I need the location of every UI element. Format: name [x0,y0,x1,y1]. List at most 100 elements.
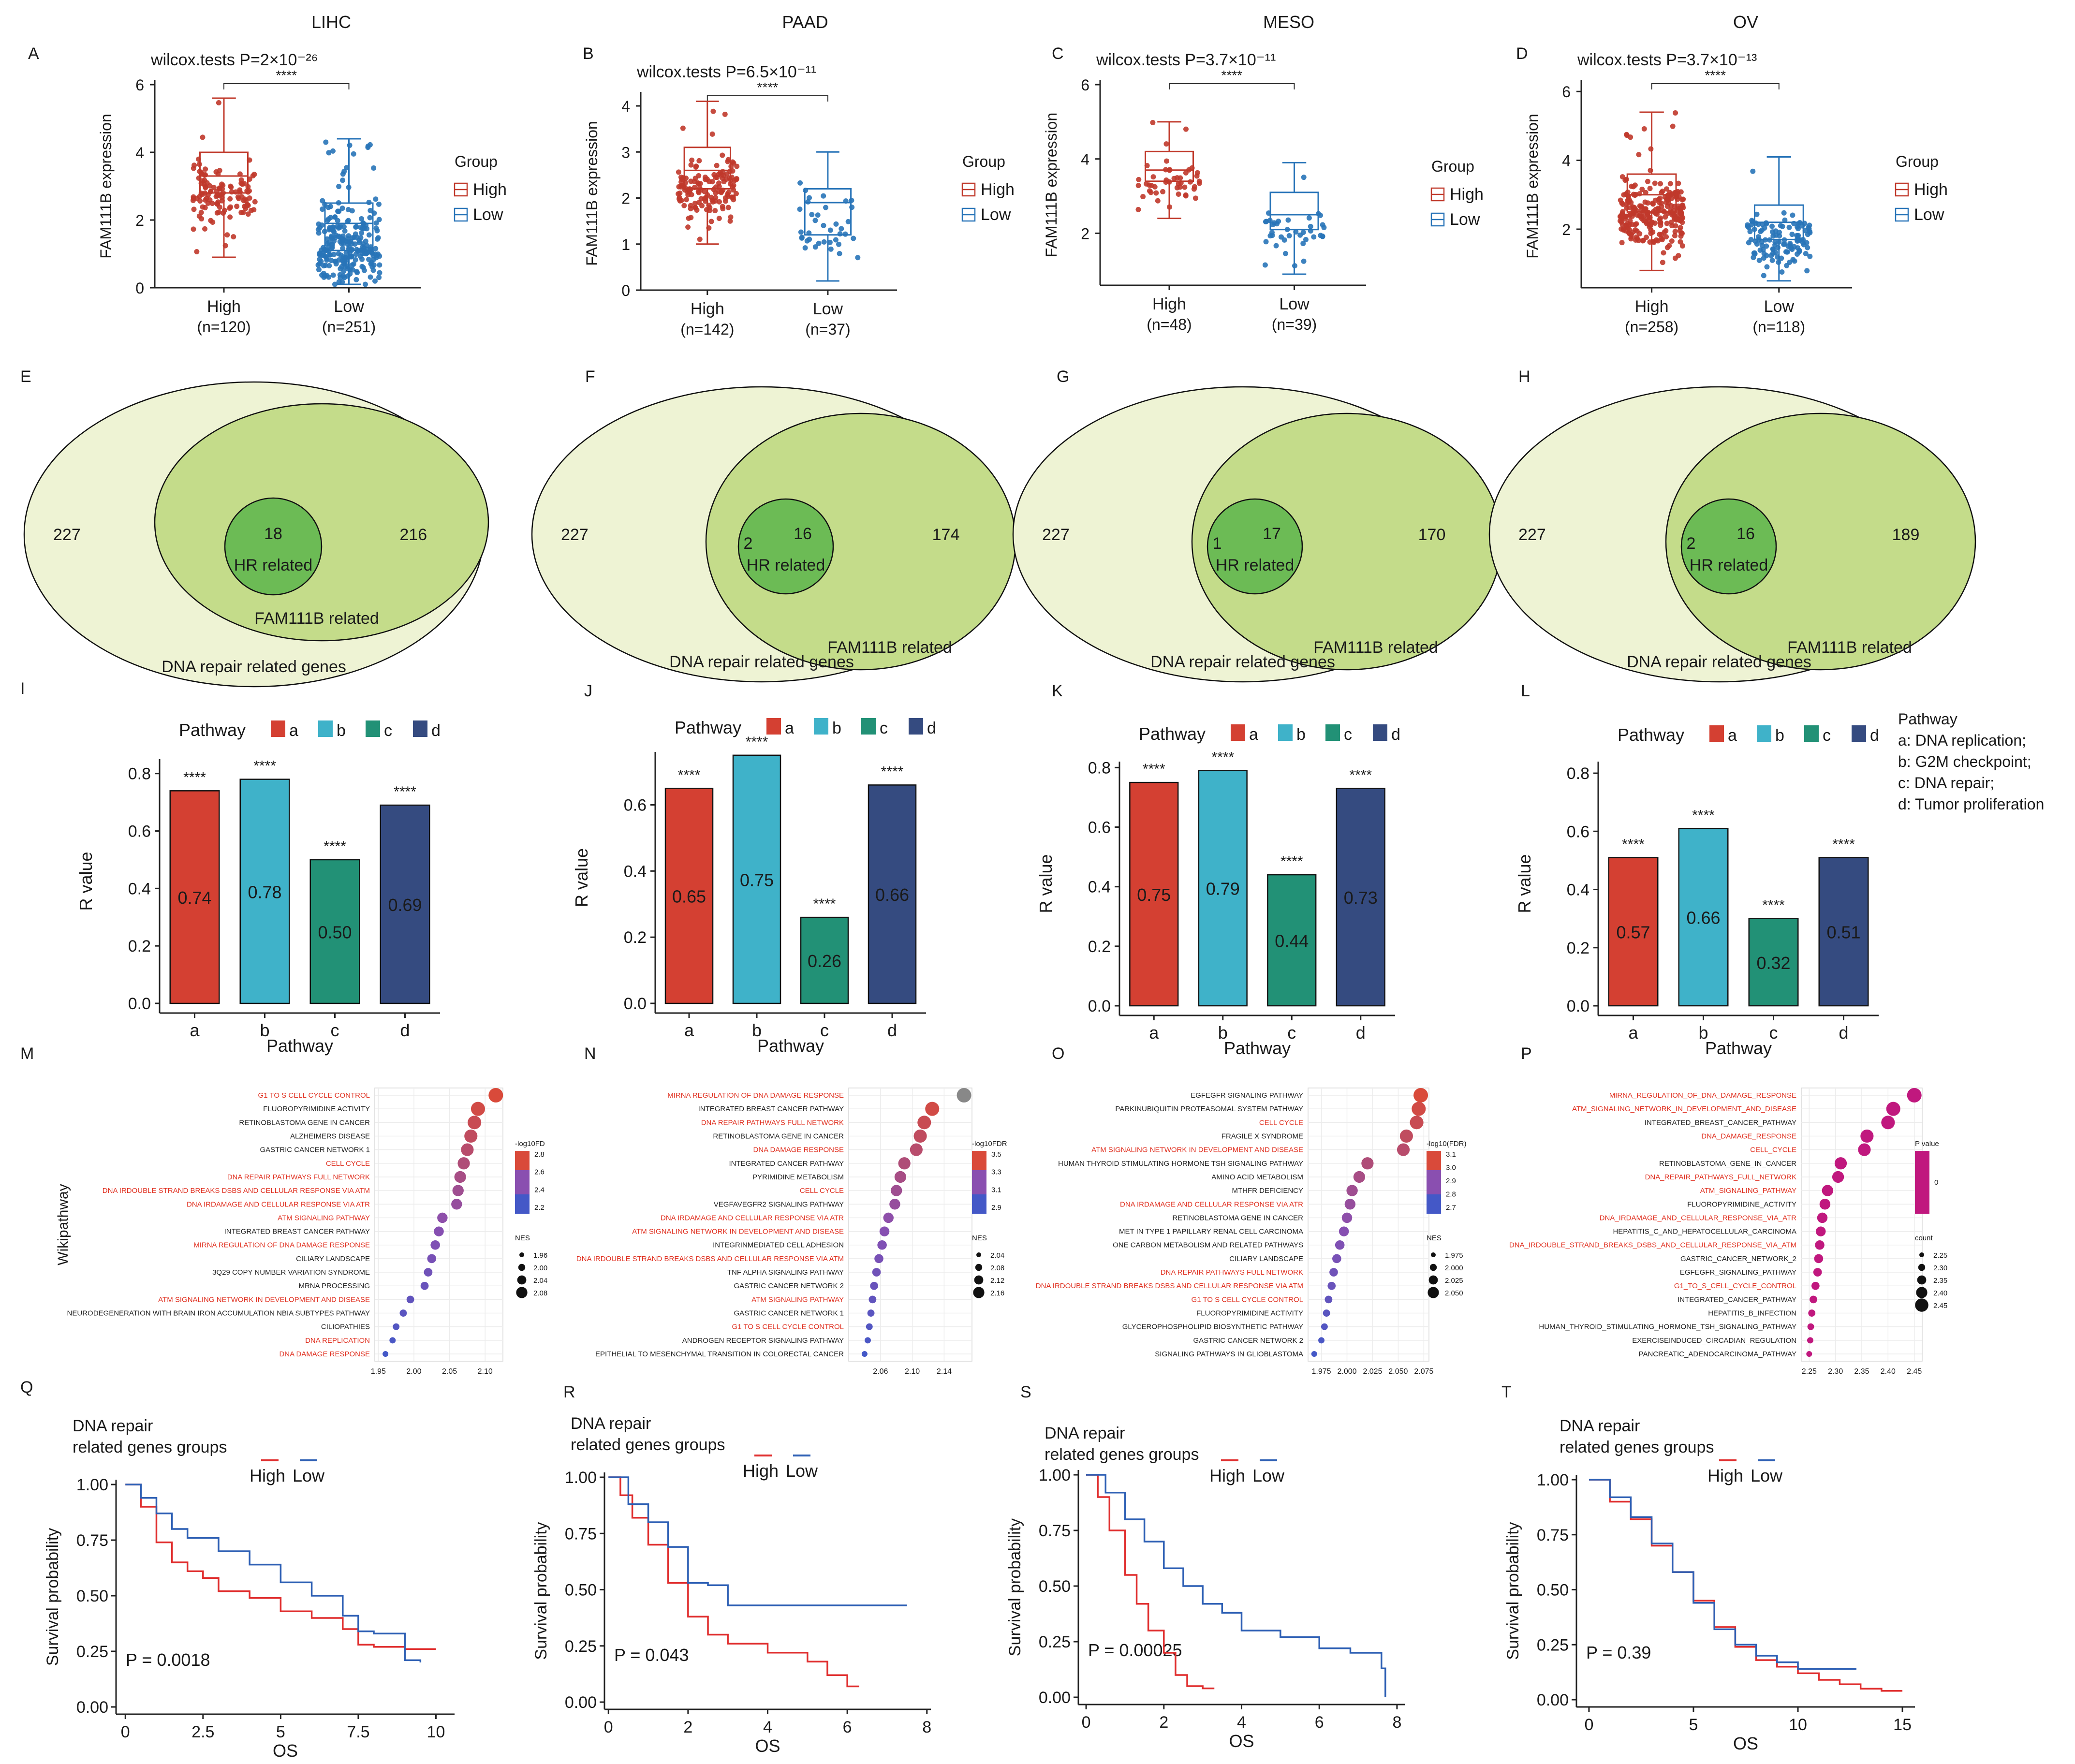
pathway-dot [383,1351,389,1357]
pathway-label: MET IN TYPE 1 PAPILLARY RENAL CELL CARCI… [1119,1228,1303,1236]
data-point [1164,158,1170,164]
data-point [248,207,254,213]
x-tick-label: 2 [683,1718,692,1736]
y-tick-label: 0.75 [565,1525,597,1543]
x-tick-label: High [1635,297,1669,316]
data-point [676,169,681,175]
x-tick-label: d [400,1020,410,1040]
data-point [330,272,336,278]
y-tick-label: 0 [135,279,144,297]
data-point [1628,134,1634,140]
data-point [685,224,691,230]
data-point [1182,184,1188,190]
data-point [325,205,331,210]
x-axis-label: OS [1229,1731,1254,1751]
bar-value-label: 0.69 [388,895,422,915]
pathway-dot [910,1143,923,1156]
pathway-dot [1807,1337,1813,1344]
legend-title-line1: DNA repair [1560,1417,1640,1435]
data-point [1285,217,1291,223]
pathway-dot [898,1157,911,1170]
data-point [1663,228,1669,234]
data-point [689,157,695,163]
data-point [1806,226,1812,232]
data-point [720,152,725,158]
pathway-label: GLYCEROPHOSPHOLIPID BIOSYNTHETIC PATHWAY [1122,1323,1303,1331]
y-tick-label: 0.75 [1537,1526,1569,1544]
data-point [828,246,834,252]
x-tick-label: 4 [763,1718,772,1736]
data-point [316,230,322,236]
venn-count-outer: 227 [561,526,589,544]
pathway-key-line: Pathway [1898,710,1957,728]
size-legend-dot [1915,1298,1928,1312]
data-point [338,275,343,280]
data-point [1653,237,1659,243]
x-axis-label: OS [755,1736,780,1756]
legend-key-b [1757,725,1771,742]
x-tick-label: High [691,300,724,318]
pathway-label: EGFEGFR_SIGNALING_PATHWAY [1680,1268,1796,1277]
y-tick-label: 0.2 [1567,939,1589,957]
legend-label-d: d [927,719,936,737]
x-axis-label: Pathway [757,1036,824,1056]
data-point [1647,224,1652,230]
data-point [1762,225,1767,231]
x-tick-label: 6 [843,1718,852,1736]
pathway-dot [877,1240,887,1250]
data-point [1659,237,1665,243]
y-tick-label: 0.4 [1567,881,1589,899]
data-point [342,261,348,266]
pathway-label: DNA IRDAMAGE AND CELLULAR RESPONSE VIA A… [1120,1200,1303,1208]
y-axis-label: R value [1036,854,1056,913]
venn-count-mid: 170 [1418,526,1446,544]
data-point [821,193,826,199]
bar-c [1748,918,1799,1007]
data-point [358,235,364,241]
data-point [845,219,851,224]
data-point [325,217,331,223]
data-point [1627,221,1633,227]
legend-key-b [814,718,828,735]
pathway-label: DNA_IRDOUBLE_STRAND_BREAKS_DSBS_AND_CELL… [1509,1241,1796,1250]
y-axis-label: FAM111B expression [1524,114,1541,258]
x-tick-label: 1.975 [1312,1367,1331,1376]
data-point [353,224,359,230]
bar-value-label: 0.78 [248,882,281,902]
y-tick-label: 0.8 [1088,759,1111,777]
data-point [1658,220,1663,225]
legend-label-low: Low [981,206,1011,224]
data-point [1658,181,1663,187]
legend-label-a: a [1249,725,1258,744]
x-tick-label: 15 [1893,1716,1912,1734]
venn-label-fam111b: FAM111B related [1787,638,1912,657]
km-curve-low [1589,1479,1857,1670]
color-legend-title: -log10FDR [972,1140,1007,1148]
pathway-label: FLUOROPYRIMIDINE_ACTIVITY [1687,1200,1796,1208]
color-legend-top [1427,1151,1441,1170]
pathway-label: FLUOROPYRIMIDINE ACTIVITY [263,1105,370,1113]
jitter-points-high [1617,110,1686,265]
size-legend-title: count [1915,1234,1933,1242]
data-point [359,216,365,222]
data-point [250,173,256,178]
data-point [1659,204,1664,209]
pathway-dot [424,1268,433,1277]
size-legend-dot [1431,1252,1436,1257]
legend-label-d: d [1391,725,1400,744]
y-tick-label: 0.00 [76,1698,108,1717]
data-point [1795,245,1801,251]
panel-letter-s: S [1020,1383,1031,1401]
group-n-label: (n=258) [1625,318,1678,336]
x-tick-label: b [1218,1023,1228,1043]
jitter-points-low [1262,175,1327,269]
legend-title-line2: related genes groups [73,1438,227,1456]
data-point [696,181,702,187]
x-tick-label: 7.5 [347,1723,369,1741]
x-axis-label: OS [273,1741,298,1761]
data-point [191,195,196,201]
data-point [837,250,842,256]
pathway-label: DNA IRDAMAGE AND CELLULAR RESPONSE VIA A… [661,1214,844,1222]
size-legend-dot [519,1252,524,1257]
panel-letter-l: L [1521,682,1530,700]
